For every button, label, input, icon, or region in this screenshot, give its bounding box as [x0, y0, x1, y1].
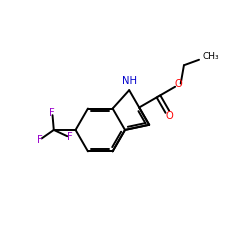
Text: O: O	[166, 111, 173, 121]
Text: CH₃: CH₃	[202, 52, 219, 61]
Text: F: F	[66, 132, 72, 142]
Text: F: F	[37, 135, 43, 145]
Text: F: F	[50, 108, 55, 118]
Text: NH: NH	[122, 76, 137, 86]
Text: O: O	[175, 79, 182, 89]
